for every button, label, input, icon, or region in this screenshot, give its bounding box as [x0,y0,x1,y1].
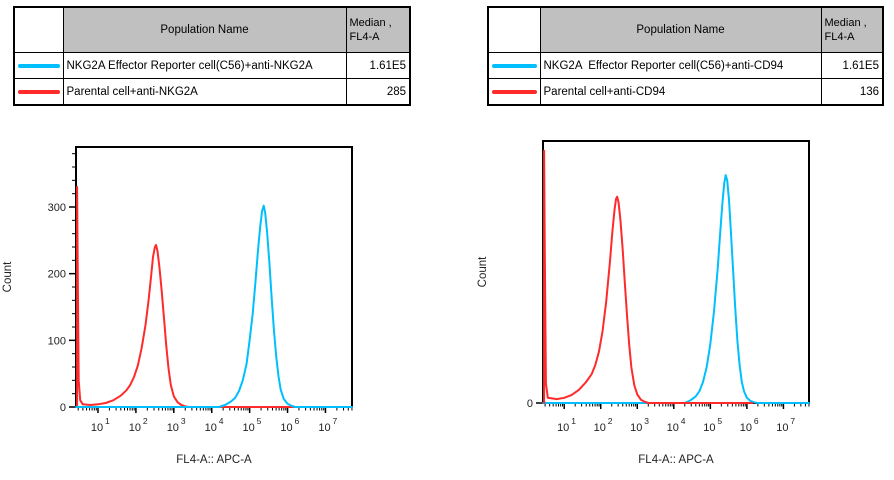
svg-text:10: 10 [557,422,569,434]
median-header: Median , FL4-A [345,6,411,53]
svg-text:4: 4 [219,416,224,426]
svg-text:3: 3 [181,416,186,426]
svg-text:10: 10 [740,422,752,434]
series-swatch [18,89,60,94]
svg-text:10: 10 [205,422,217,434]
svg-text:7: 7 [790,416,795,426]
median-value: 1.61E5 [345,52,411,79]
svg-text:3: 3 [644,416,649,426]
population-name: Parental cell+anti-CD94 [539,78,822,106]
legend-swatch-header-cell [13,6,64,53]
swatch-cell [13,78,64,106]
svg-text:1: 1 [105,416,110,426]
svg-text:2: 2 [608,416,613,426]
series-swatch [18,63,60,68]
svg-text:7: 7 [332,416,337,426]
table-row: Parental cell+anti-NKG2A 285 [13,78,411,106]
svg-text:10: 10 [594,422,606,434]
svg-text:10: 10 [129,422,141,434]
svg-text:6: 6 [295,416,300,426]
median-value: 136 [820,78,884,106]
svg-text:200: 200 [48,269,66,281]
svg-text:Count: Count [477,256,489,287]
series-swatch [492,89,537,94]
svg-text:10: 10 [318,422,330,434]
svg-text:5: 5 [257,416,262,426]
population-name-header: Population Name [539,6,822,53]
median-value: 1.61E5 [820,52,884,79]
svg-text:10: 10 [703,422,715,434]
svg-text:FL4-A:: APC-A: FL4-A:: APC-A [176,454,252,466]
legend-header-row: Population Name Median , FL4-A [487,6,884,53]
table-row: NKG2A Effector Reporter cell(C56)+anti-C… [487,52,884,79]
median-value: 285 [345,78,411,106]
svg-text:10: 10 [776,422,788,434]
swatch-cell [487,52,541,79]
population-name-header: Population Name [62,6,347,53]
table-row: Parental cell+anti-CD94 136 [487,78,884,106]
svg-text:300: 300 [48,202,66,214]
swatch-cell [13,52,64,79]
svg-text:10: 10 [91,422,103,434]
median-header-line2: FL4-A [824,31,855,43]
svg-text:2: 2 [143,416,148,426]
population-name: NKG2A Effector Reporter cell(C56)+anti-N… [62,52,347,79]
legend-table-right: Population Name Median , FL4-A NKG2A Eff… [487,6,884,106]
svg-text:6: 6 [754,416,759,426]
median-header-line2: FL4-A [349,31,380,43]
median-header-line1: Median , [824,16,867,29]
svg-text:10: 10 [167,422,179,434]
svg-text:0: 0 [60,402,66,414]
swatch-cell [487,78,541,106]
svg-text:FL4-A:: APC-A: FL4-A:: APC-A [638,454,714,466]
svg-text:10: 10 [280,422,292,434]
svg-text:10: 10 [243,422,255,434]
population-name: Parental cell+anti-NKG2A [62,78,347,106]
svg-text:1: 1 [571,416,576,426]
legend-swatch-header-cell [487,6,541,53]
median-header-line1: Median , [349,16,392,29]
svg-text:5: 5 [717,416,722,426]
series-swatch [492,63,537,68]
svg-text:10: 10 [667,422,679,434]
legend-table-left: Population Name Median , FL4-A NKG2A Eff… [13,6,411,106]
svg-text:0: 0 [527,398,533,410]
population-name: NKG2A Effector Reporter cell(C56)+anti-C… [539,52,822,79]
svg-text:100: 100 [48,335,66,347]
legend-header-row: Population Name Median , FL4-A [13,6,411,53]
table-row: NKG2A Effector Reporter cell(C56)+anti-N… [13,52,411,79]
median-header: Median , FL4-A [820,6,884,53]
svg-text:10: 10 [630,422,642,434]
svg-text:4: 4 [681,416,686,426]
svg-text:Count: Count [2,261,14,292]
